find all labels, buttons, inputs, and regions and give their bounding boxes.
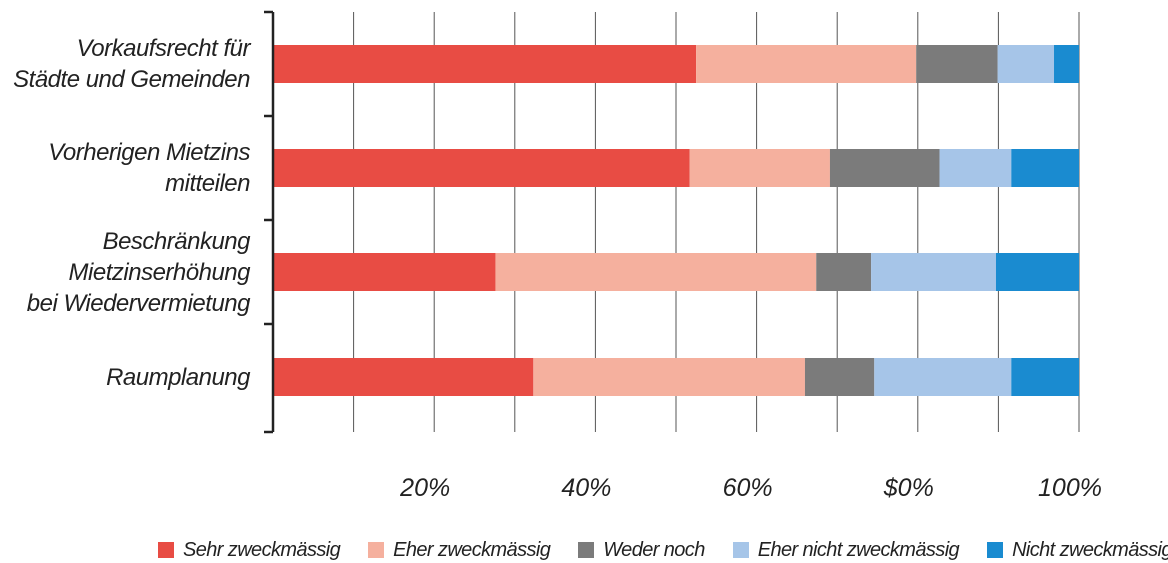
legend-swatch bbox=[158, 542, 174, 558]
x-tick-label: $0% bbox=[883, 474, 934, 502]
x-tick-label: 40% bbox=[561, 474, 612, 502]
bar-segment bbox=[1054, 45, 1079, 83]
bar-segment bbox=[995, 253, 1079, 291]
bar-segment bbox=[696, 45, 917, 83]
bar-segment bbox=[997, 45, 1055, 83]
bar-segment bbox=[273, 45, 697, 83]
legend-label: Sehr zweckmässig bbox=[183, 538, 341, 561]
bar-segment bbox=[816, 253, 872, 291]
bar-segment bbox=[689, 149, 830, 187]
legend-label: Weder noch bbox=[603, 538, 705, 561]
legend-label: Nicht zweckmässig bbox=[1012, 538, 1168, 561]
bar-segment bbox=[939, 149, 1012, 187]
category-label: Vorkaufsrecht für Städte und Gemeinden bbox=[13, 35, 250, 93]
bar-segment bbox=[916, 45, 998, 83]
legend-item: Weder noch bbox=[578, 538, 705, 562]
x-tick-label: 60% bbox=[722, 474, 773, 502]
legend-label: Eher zweckmässig bbox=[393, 538, 551, 561]
legend-item: Eher zweckmässig bbox=[368, 538, 551, 562]
bar-segment bbox=[871, 253, 996, 291]
x-tick-label: 20% bbox=[400, 474, 451, 502]
legend-swatch bbox=[732, 542, 749, 558]
bar-segment bbox=[1011, 358, 1079, 396]
bar-segment bbox=[829, 149, 940, 187]
category-label: Beschränkung Mietzinserhöhung bei Wieder… bbox=[26, 227, 251, 317]
bar-segment bbox=[804, 358, 875, 396]
legend-item: Sehr zweckmässig bbox=[158, 538, 341, 562]
bar-segment bbox=[273, 149, 690, 187]
category-label: Vorherigen Mietzins mitteilen bbox=[48, 139, 250, 197]
bar-segment bbox=[273, 358, 534, 396]
legend-item: Nicht zweckmässig bbox=[987, 539, 1168, 562]
legend-item: Eher nicht zweckmässig bbox=[732, 538, 960, 562]
bar-segment bbox=[495, 253, 817, 291]
category-label: Raumplanung bbox=[106, 363, 250, 391]
bar-segment bbox=[874, 358, 1012, 396]
bar-segment bbox=[273, 253, 496, 291]
bar-segment bbox=[1011, 149, 1079, 187]
legend-swatch bbox=[987, 542, 1004, 558]
x-tick-label: 100% bbox=[1038, 474, 1102, 502]
bar-segment bbox=[533, 358, 805, 396]
legend: Sehr zweckmässig Eher zweckmässig Weder no… bbox=[158, 538, 1168, 562]
legend-swatch bbox=[368, 542, 385, 558]
legend-swatch bbox=[578, 542, 595, 558]
legend-label: Eher nicht zweckmässig bbox=[757, 538, 960, 561]
